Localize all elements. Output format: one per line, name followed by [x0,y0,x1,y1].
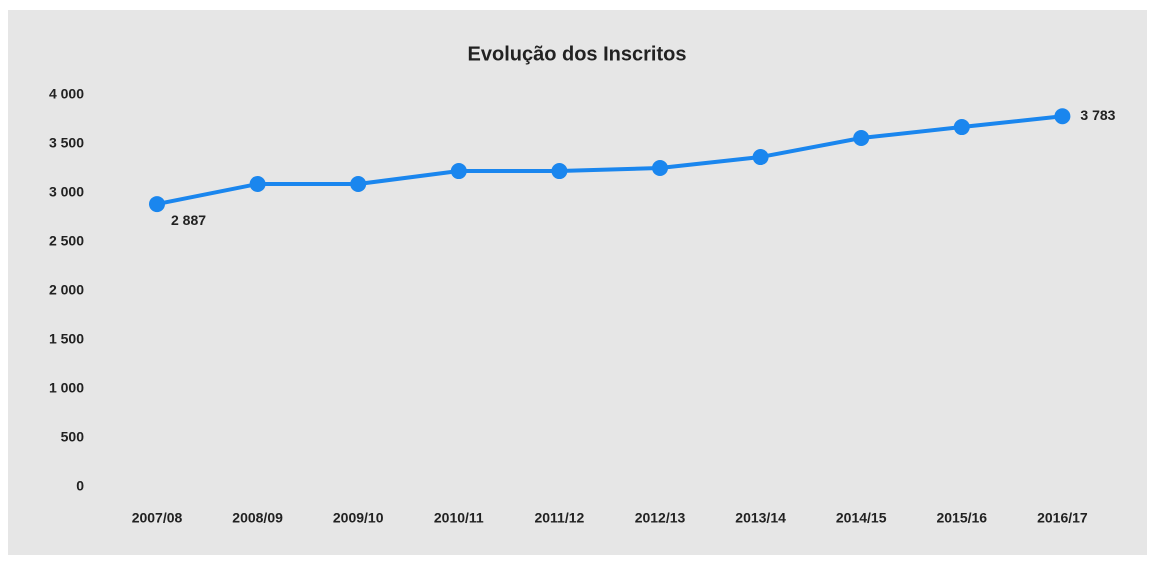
y-tick-label: 0 [76,478,84,494]
x-tick-label: 2015/16 [936,510,987,526]
x-tick-label: 2008/09 [232,510,283,526]
point [652,160,668,177]
x-tick-label: 2014/15 [836,510,887,526]
y-tick-label: 3 000 [49,184,84,200]
point [350,175,367,192]
data-label: 2 887 [171,212,206,228]
x-tick-label: 2007/08 [132,510,183,526]
y-tick-label: 4 000 [49,86,84,102]
point [149,196,165,213]
y-tick-label: 3 500 [49,135,84,151]
y-tick-label: 2 000 [49,282,84,298]
point [752,149,769,166]
line [156,114,1063,207]
x-tick-label: 2013/14 [735,510,786,526]
x-tick-label: 2012/13 [635,510,686,526]
y-tick-label: 500 [61,429,85,445]
data-label: 3 783 [1080,107,1115,123]
point [1054,108,1071,125]
point [953,119,970,136]
x-tick-label: 2010/11 [434,510,484,526]
point [853,130,870,147]
point [450,163,467,180]
y-tick-label: 1 500 [49,331,84,347]
point [249,175,266,192]
chart-background [8,10,1147,555]
x-tick-label: 2011/12 [534,510,584,526]
x-tick-label: 2016/17 [1037,510,1088,526]
y-tick-label: 2 500 [49,233,84,249]
y-tick-label: 1 000 [49,380,84,396]
x-tick-label: 2009/10 [333,510,384,526]
point [551,163,568,180]
chart-title: Evolução dos Inscritos [468,43,687,65]
